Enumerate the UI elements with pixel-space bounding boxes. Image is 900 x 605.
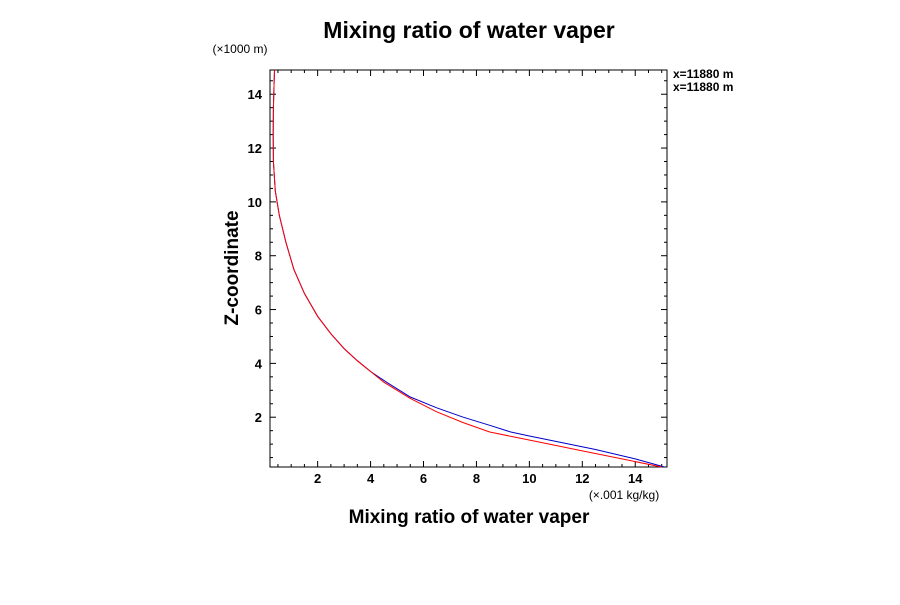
legend-label-1: x=11880 m [673, 80, 733, 94]
y-tick-label: 10 [248, 195, 262, 210]
y-tick-label: 14 [248, 87, 263, 102]
y-tick-label: 2 [255, 410, 262, 425]
y-unit-label: (×1000 m) [212, 42, 267, 56]
x-tick-label: 6 [420, 471, 427, 486]
y-tick-label: 4 [255, 356, 263, 371]
x-tick-label: 14 [628, 471, 643, 486]
x-tick-label: 12 [575, 471, 589, 486]
series-line-0 [272, 69, 665, 468]
x-tick-label: 10 [522, 471, 536, 486]
y-tick-label: 8 [255, 249, 262, 264]
series-layer [272, 69, 665, 468]
x-unit-label: (×.001 kg/kg) [589, 488, 659, 502]
x-axis-label: Mixing ratio of water vaper [349, 507, 590, 528]
legend: x=11880 mx=11880 m [673, 67, 733, 94]
plot-frame [269, 69, 668, 468]
x-tick-label: 8 [473, 471, 480, 486]
x-tick-label: 2 [314, 471, 321, 486]
x-tick-label: 4 [367, 471, 375, 486]
y-tick-label: 12 [248, 141, 262, 156]
axis-ticks: 2 4 6 8 10 12 14 2 4 6 8 10 12 14 [248, 70, 667, 486]
legend-label-0: x=11880 m [673, 67, 733, 81]
y-tick-label: 6 [255, 303, 262, 318]
series-line-1 [272, 69, 662, 468]
y-axis-label: Z-coordinate [222, 210, 243, 325]
chart-title: Mixing ratio of water vaper [323, 17, 614, 43]
